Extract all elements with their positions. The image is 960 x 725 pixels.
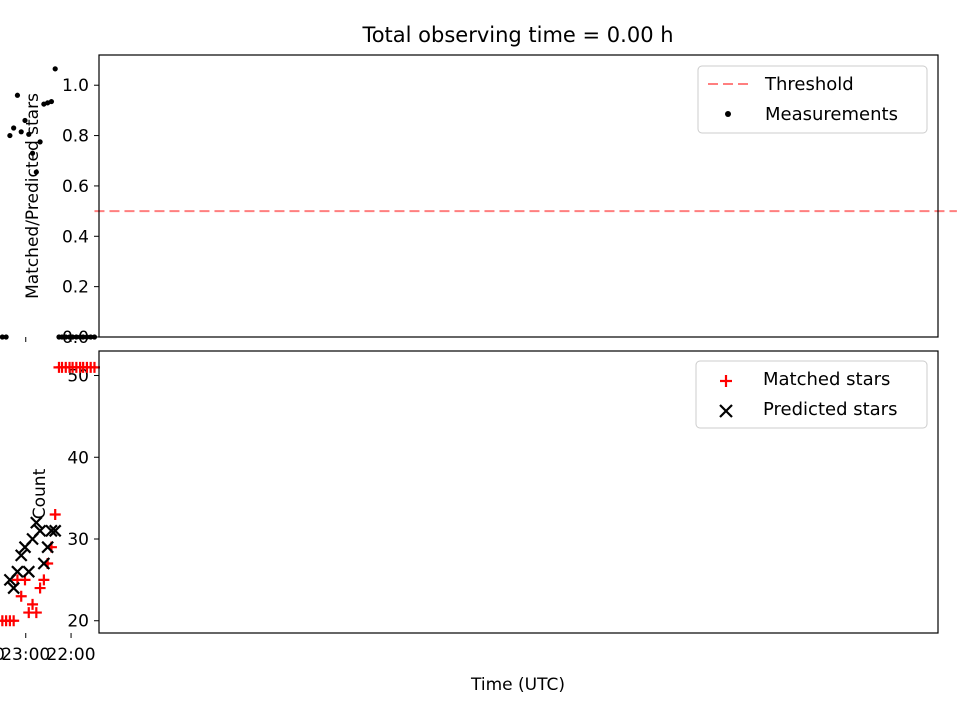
legend-matched-label: Matched stars [763, 369, 890, 390]
bottom-y-tick-label: 40 [67, 448, 89, 468]
bottom-y-tick-label: 30 [67, 530, 89, 550]
measurement-point [37, 139, 43, 145]
predicted-stars-point [3, 573, 17, 587]
predicted-stars-point [7, 581, 20, 595]
predicted-stars-series [3, 516, 62, 595]
bottom-y-tick-label: 20 [67, 612, 89, 632]
measurement-point [26, 131, 32, 137]
top-y-tick-label: 0.6 [62, 177, 89, 197]
predicted-stars-point [37, 557, 51, 570]
bottom-legend-box [695, 360, 928, 429]
legend-predicted-swatch [719, 404, 733, 418]
predicted-stars-point [48, 524, 62, 538]
top-panel: 0.00.20.40.60.81.0 Matched/Predicted sta… [0, 54, 957, 348]
measurement-point [63, 334, 69, 340]
top-y-tick-label: 1.0 [62, 76, 89, 96]
matched-stars-point [34, 582, 46, 594]
top-y-axis: 0.00.20.40.60.81.0 [62, 76, 99, 348]
measurement-point [73, 334, 79, 340]
measurement-point [29, 150, 36, 156]
bottom-x-tick-label: 23:00 [1, 645, 50, 665]
measurement-point [11, 125, 17, 131]
measurements-series [0, 66, 98, 340]
measurement-point [22, 117, 28, 124]
top-legend-box [697, 65, 928, 134]
measurement-point [91, 334, 98, 340]
legend-predicted-label: Predicted stars [763, 399, 897, 420]
measurement-point [77, 334, 83, 340]
measurement-point [56, 334, 62, 340]
matched-stars-point [38, 574, 50, 586]
bottom-y-axis-label: Count [30, 468, 50, 519]
bottom-x-axis-label: Time (UTC) [470, 675, 565, 695]
legend-measurements-label: Measurements [765, 104, 898, 125]
figure-title: Total observing time = 0.00 h [361, 23, 673, 47]
bottom-x-tick-label: 00:00 [0, 645, 5, 665]
matched-stars-point [53, 361, 65, 373]
predicted-stars-point [45, 524, 58, 538]
measurement-point [41, 101, 47, 107]
predicted-stars-point [18, 540, 32, 554]
top-y-tick-label: 0.4 [62, 227, 89, 247]
matched-stars-point [15, 590, 27, 602]
matched-stars-point [0, 615, 8, 627]
matched-stars-point [23, 607, 35, 619]
measurement-point [14, 92, 21, 98]
legend-matched-swatch [720, 375, 732, 387]
measurement-point [66, 334, 73, 340]
top-y-axis-label: Matched/Predicted stars [23, 93, 43, 299]
predicted-stars-point [22, 565, 36, 578]
legend-threshold-label: Threshold [764, 74, 854, 95]
matched-stars-point [27, 598, 39, 610]
predicted-stars-point [14, 549, 28, 562]
predicted-stars-point [30, 516, 43, 529]
top-y-tick-label: 0.2 [62, 278, 89, 298]
bottom-legend: Matched stars Predicted stars [695, 360, 928, 429]
bottom-x-tick-label: 22:00 [47, 645, 96, 665]
top-y-tick-label: 0.8 [62, 127, 89, 147]
measurement-point [3, 334, 9, 340]
measurement-point [84, 334, 90, 340]
matched-stars-point [49, 508, 61, 520]
measurement-point [88, 334, 94, 340]
bottom-plot-frame [98, 350, 939, 634]
top-legend: Threshold Measurements [697, 65, 928, 134]
predicted-stars-point [41, 540, 54, 554]
legend-measurements-swatch [725, 111, 731, 117]
measurement-point [52, 66, 58, 72]
top-plot-frame [98, 54, 939, 338]
measurement-point [33, 169, 39, 175]
measurement-point [7, 132, 13, 139]
measurement-point [0, 334, 5, 340]
measurement-point [18, 129, 24, 135]
